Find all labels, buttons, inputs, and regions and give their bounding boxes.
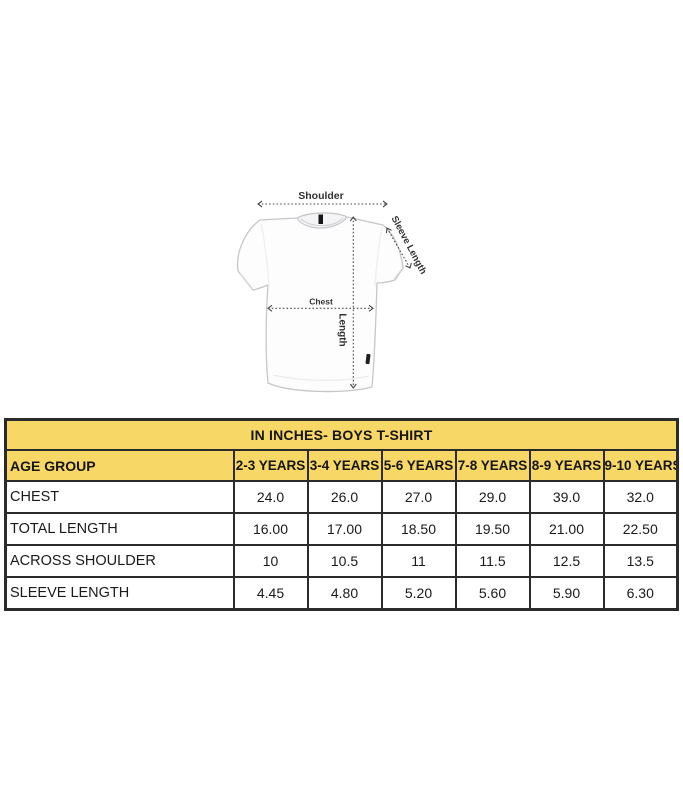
table-row-total-length: TOTAL LENGTH 16.00 17.00 18.50 19.50 21.… (4, 512, 679, 546)
column-header-8-9: 8-9 YEARS (528, 449, 605, 482)
shoulder-label: Shoulder (298, 190, 344, 202)
cell-value: 39.0 (528, 480, 605, 514)
cell-value: 22.50 (602, 512, 679, 546)
column-header-5-6: 5-6 YEARS (380, 449, 457, 482)
table-row-across-shoulder: ACROSS SHOULDER 10 10.5 11 11.5 12.5 13.… (4, 544, 679, 578)
table-row-chest: CHEST 24.0 26.0 27.0 29.0 39.0 32.0 (4, 480, 679, 514)
column-header-9-10: 9-10 YEARS (602, 449, 679, 482)
cell-value: 10.5 (306, 544, 383, 578)
tshirt-outline (236, 212, 404, 393)
table-title: IN INCHES- BOYS T-SHIRT (4, 418, 679, 451)
tshirt-collar (296, 212, 348, 229)
column-header-7-8: 7-8 YEARS (454, 449, 531, 482)
cell-value: 17.00 (306, 512, 383, 546)
chest-measure-arrow (267, 304, 374, 312)
sleeve-length-measure-arrow (385, 227, 412, 269)
chest-label: Chest (309, 297, 333, 307)
length-label: Length (337, 313, 348, 346)
cell-value: 11.5 (454, 544, 531, 578)
cell-value: 26.0 (306, 480, 383, 514)
column-header-2-3: 2-3 YEARS (232, 449, 309, 482)
cell-value: 6.30 (602, 576, 679, 611)
cell-value: 5.20 (380, 576, 457, 611)
table-header-row: AGE GROUP 2-3 YEARS 3-4 YEARS 5-6 YEARS … (4, 449, 679, 482)
cell-value: 11 (380, 544, 457, 578)
row-label: TOTAL LENGTH (4, 512, 235, 546)
cell-value: 32.0 (602, 480, 679, 514)
column-header-age-group: AGE GROUP (4, 449, 235, 482)
row-label: ACROSS SHOULDER (4, 544, 235, 578)
cell-value: 27.0 (380, 480, 457, 514)
cell-value: 10 (232, 544, 309, 578)
cell-value: 29.0 (454, 480, 531, 514)
cell-value: 5.60 (454, 576, 531, 611)
row-label: SLEEVE LENGTH (4, 576, 235, 611)
cell-value: 24.0 (232, 480, 309, 514)
cell-value: 21.00 (528, 512, 605, 546)
cell-value: 4.45 (232, 576, 309, 611)
row-label: CHEST (4, 480, 235, 514)
table-row-sleeve-length: SLEEVE LENGTH 4.45 4.80 5.20 5.60 5.90 6… (4, 576, 679, 611)
cell-value: 5.90 (528, 576, 605, 611)
table-title-row: IN INCHES- BOYS T-SHIRT (4, 418, 679, 451)
tshirt-measurement-diagram: Shoulder Length Chest Sleeve Length (236, 190, 429, 393)
cell-value: 12.5 (528, 544, 605, 578)
cell-value: 13.5 (602, 544, 679, 578)
size-table: IN INCHES- BOYS T-SHIRT AGE GROUP 2-3 YE… (4, 418, 679, 611)
cell-value: 19.50 (454, 512, 531, 546)
column-header-3-4: 3-4 YEARS (306, 449, 383, 482)
cell-value: 18.50 (380, 512, 457, 546)
side-tag (365, 353, 371, 365)
cell-value: 4.80 (306, 576, 383, 611)
length-measure-arrow (349, 216, 357, 389)
cell-value: 16.00 (232, 512, 309, 546)
shoulder-measure-arrow (257, 200, 388, 208)
collar-tag (318, 214, 323, 224)
